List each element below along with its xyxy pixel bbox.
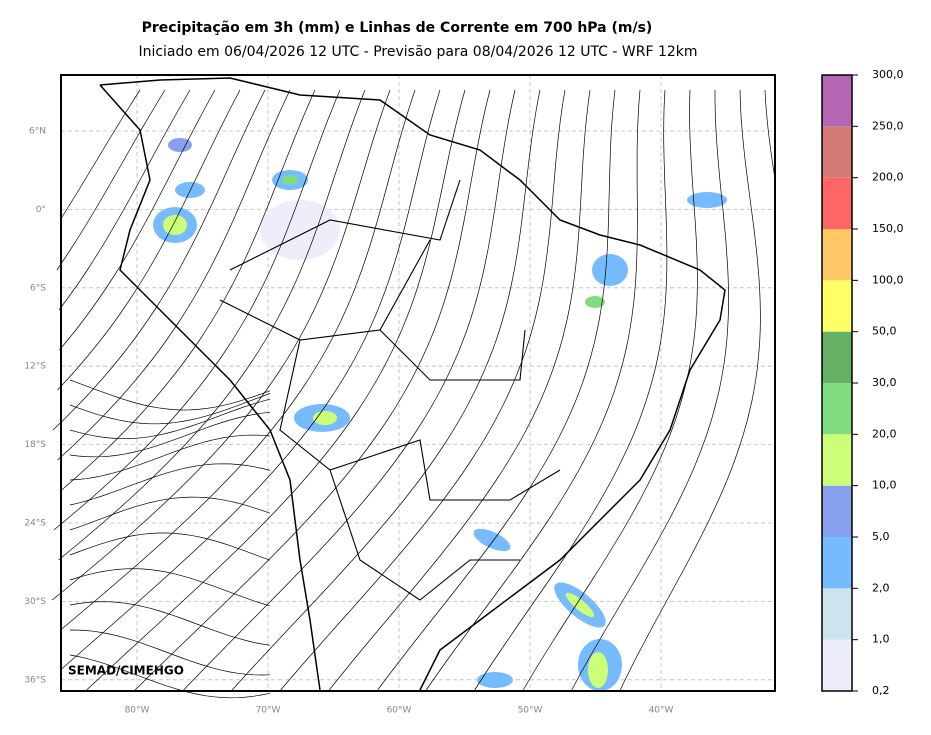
streamline [58,89,191,311]
streamline [69,601,271,646]
lat-tick-label: 30°S [24,597,46,607]
streamline [69,393,271,425]
colorbar-label: 5,0 [872,530,890,543]
colorbar-label: 50,0 [872,325,897,338]
streamline [69,496,271,531]
colorbar-segment [822,280,852,332]
streamline [231,89,541,691]
streamline [59,89,141,221]
streamline [51,89,391,601]
streamline [522,89,698,691]
colorbar-label: 30,0 [872,376,897,389]
streamline [60,89,441,671]
lon-tick-label: 50°W [518,706,543,716]
colorbar-label: 10,0 [872,479,897,492]
streamline [474,89,668,691]
colorbar-label: 1,0 [872,633,890,646]
colorbar: 0,2 1,0 2,0 5,0 10,0 20,0 30,0 50,0 100,0 150,0 20… [821,68,904,697]
streamline [183,89,516,691]
colorbar-segment [822,588,852,640]
streamline [52,89,266,431]
streamline [61,89,316,491]
lat-tick-label: 6°S [30,283,46,293]
colorbar-segment [822,229,852,281]
lat-tick-label: 12°S [24,362,46,372]
streamlines [51,89,776,699]
lon-tick-label: 70°W [256,706,281,716]
map-frame [60,74,776,692]
lat-tick-label: 24°S [24,519,46,529]
streamline [377,89,616,691]
lon-tick-label: 80°W [125,706,150,716]
coastline [99,77,726,691]
map-background [61,75,775,691]
streamline [53,89,341,531]
streamline [764,89,776,181]
streamline [69,398,271,440]
streamline [69,434,271,481]
colorbar-label: 150,0 [872,222,904,235]
colorbar-label: 300,0 [872,68,904,81]
streamline [56,89,166,271]
lat-tick-label: 6°N [29,127,46,137]
streamline [280,89,566,691]
colorbar-segment [822,485,852,537]
streamline [571,90,729,691]
colorbar-label: 0,2 [872,684,890,697]
subtitle: Iniciado em 06/04/2026 12 UTC - Previsão… [138,44,697,60]
colorbar-label: 2,0 [872,581,890,594]
lat-tick-label: 0° [36,205,46,215]
streamline [69,532,271,561]
streamline [69,411,271,458]
grid [61,75,775,691]
streamline [619,89,761,691]
colorbar-label: 250,0 [872,119,904,132]
title: Precipitação em 3h (mm) e Linhas de Corr… [142,20,653,36]
colorbar-segment [822,331,852,383]
borders [219,179,561,601]
colorbar-label: 200,0 [872,171,904,184]
streamline [328,89,591,691]
map: SEMAD/CIMEHGO [51,74,776,699]
streamline [69,568,271,607]
colorbar-label: 20,0 [872,427,897,440]
streamline [69,463,271,506]
streamline [69,629,271,676]
colorbar-segment [822,383,852,435]
streamline [134,89,491,691]
precipitation [153,138,727,691]
lat-tick-label: 18°S [24,440,46,450]
credit: SEMAD/CIMEHGO [68,664,184,678]
colorbar-segment [822,75,852,127]
streamline [57,89,241,391]
colorbar-segment [822,126,852,178]
colorbar-label: 100,0 [872,273,904,286]
colorbar-segment [822,434,852,486]
streamline [60,89,416,631]
colorbar-segment [822,639,852,691]
streamline [69,654,271,699]
streamline [69,379,271,411]
streamline [425,89,641,691]
colorbar-segment [822,177,852,229]
lon-tick-label: 60°W [387,706,412,716]
lat-tick-label: 36°S [24,675,46,685]
streamline [86,89,466,691]
colorbar-segment [822,537,852,589]
streamline [59,89,216,351]
lon-tick-label: 40°W [649,706,674,716]
streamline [58,89,366,561]
